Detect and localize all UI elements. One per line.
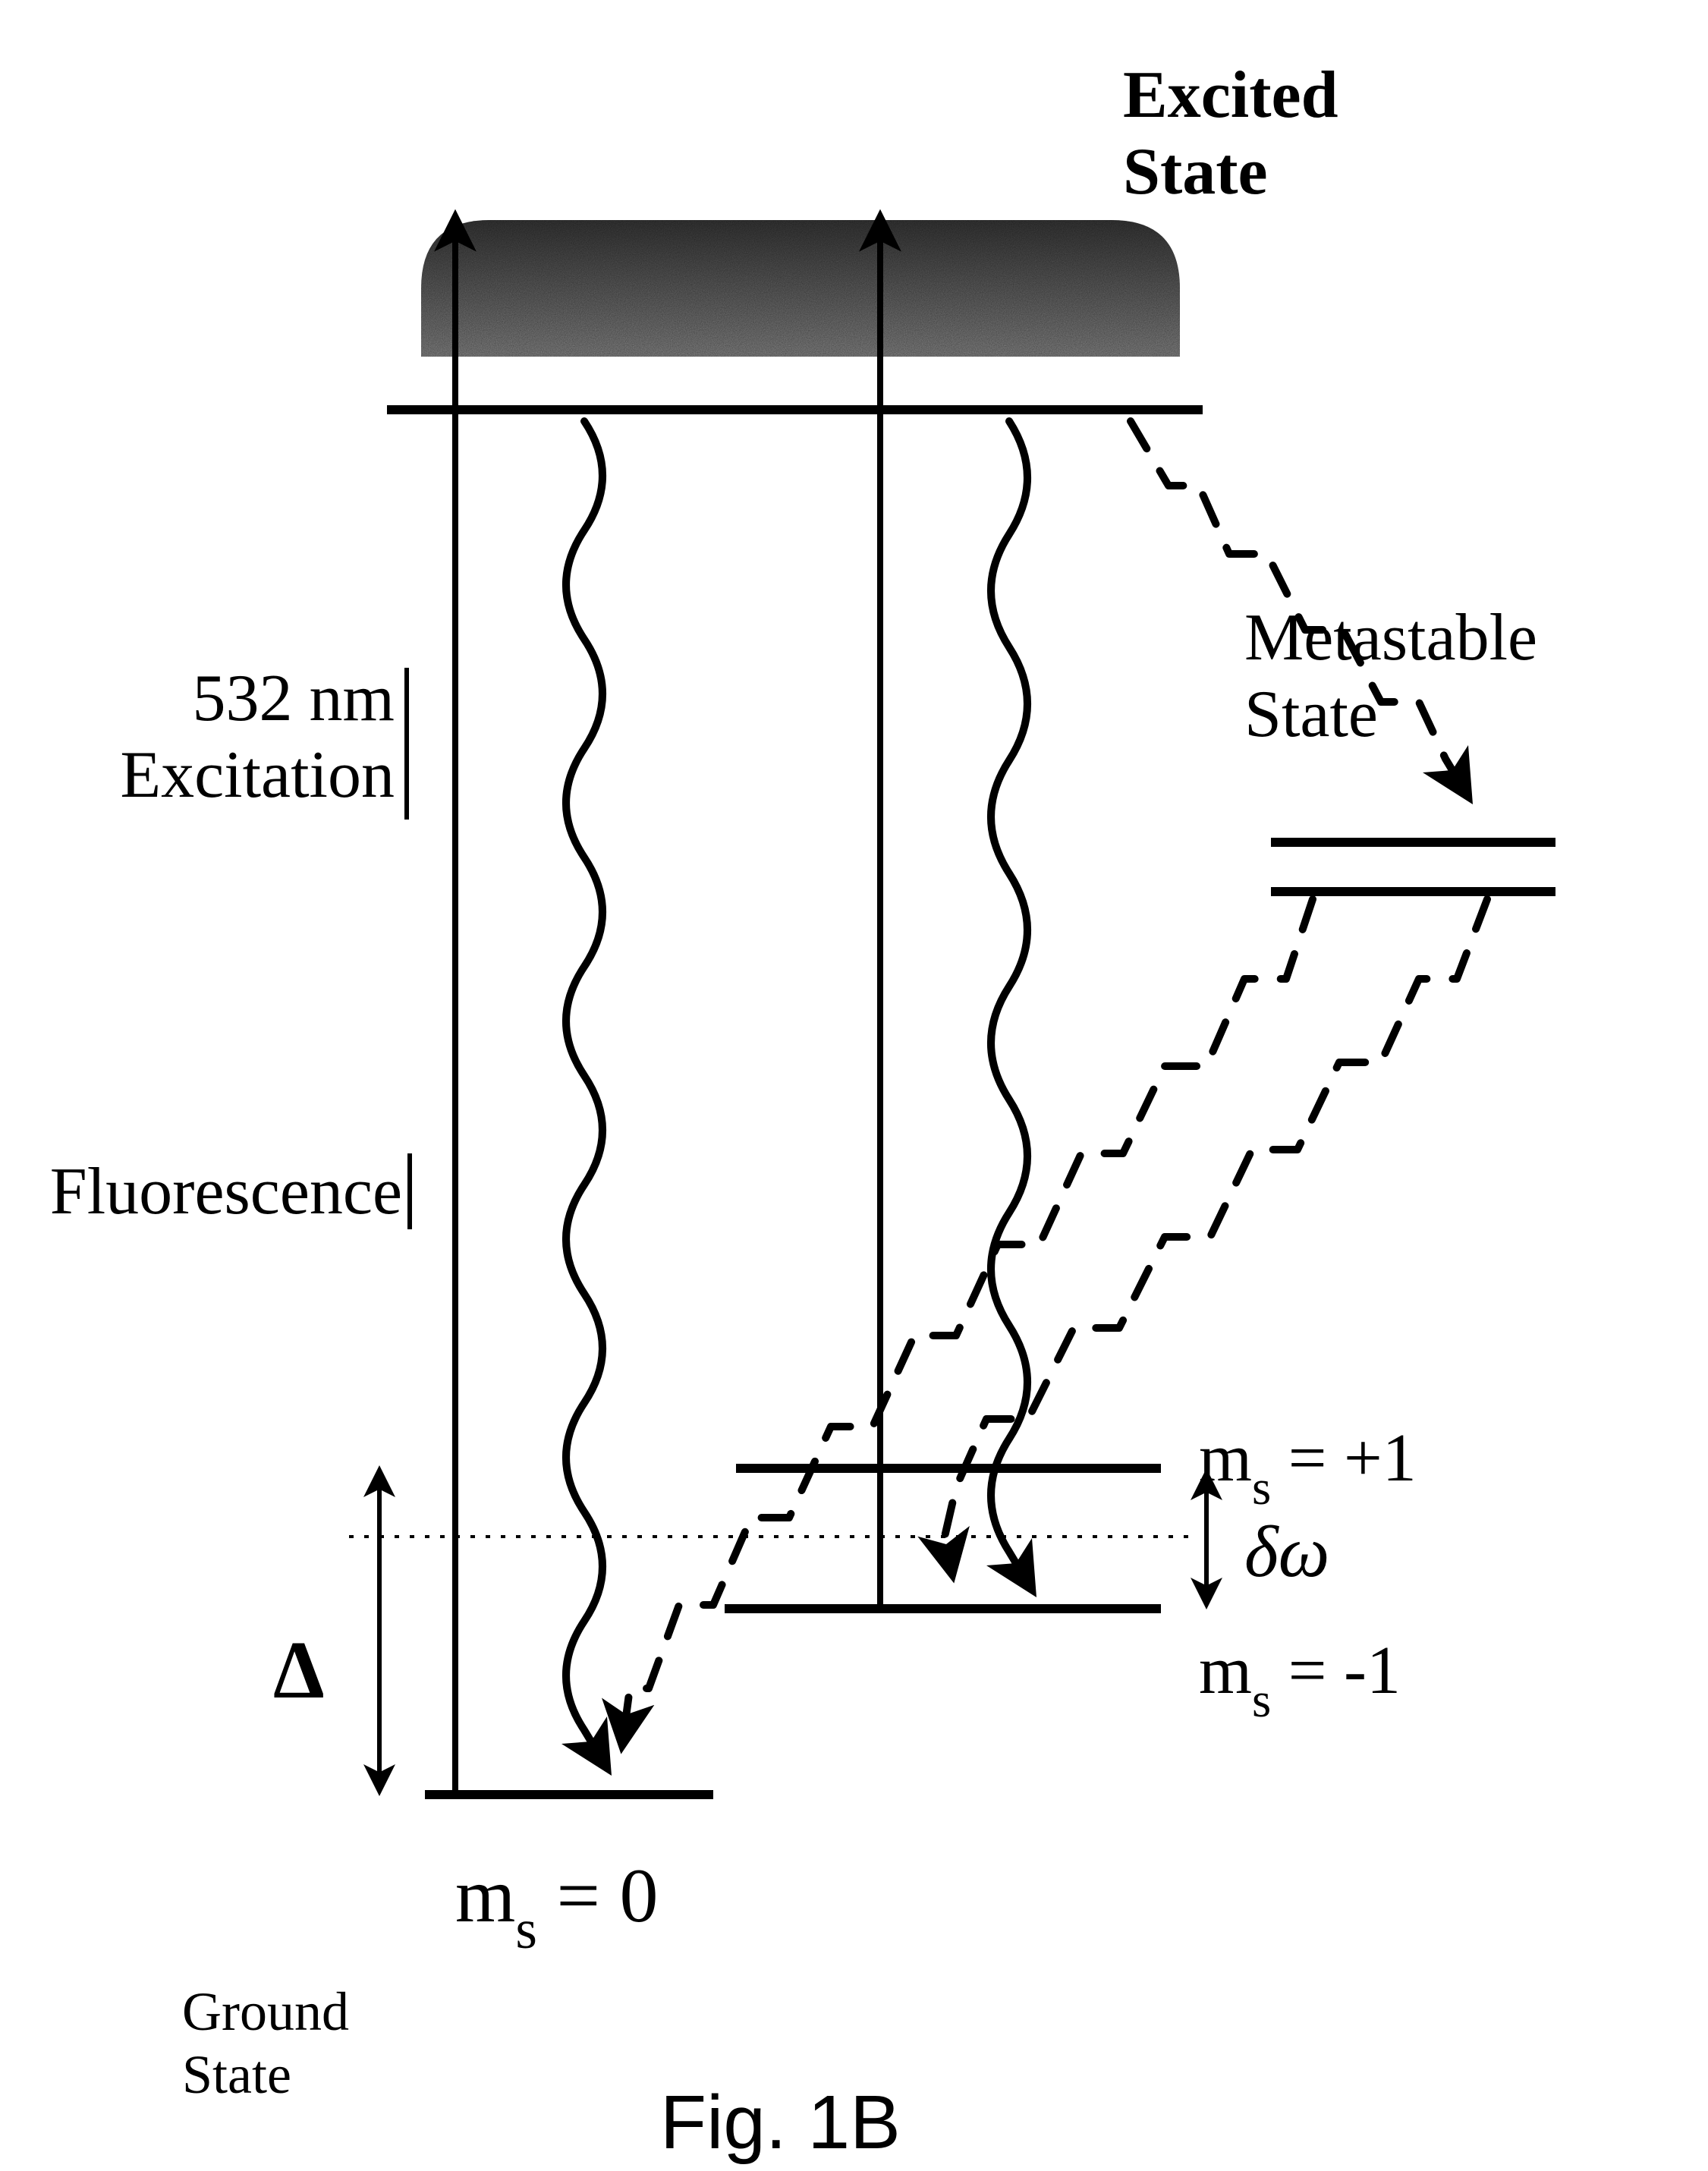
label-fluorescence: Fluorescence [50,1153,402,1230]
label-excited-state: ExcitedState [1123,57,1338,210]
diagram-stage: ExcitedState MetastableState 532 nmExcit… [0,0,1708,2171]
label-ms-plus1: ms = +1 [1199,1419,1417,1508]
label-excitation: 532 nmExcitation [120,660,395,813]
label-metastable-state: MetastableState [1244,599,1537,753]
diagram-svg [0,0,1708,2171]
label-big-delta: Δ [273,1624,325,1718]
label-ground-state: GroundState [182,1981,349,2106]
figure-caption: Fig. 1B [660,2079,901,2166]
label-ms-minus1: ms = -1 [1199,1631,1401,1720]
label-delta-omega: δω [1244,1510,1329,1594]
label-ms-zero: ms = 0 [455,1852,658,1952]
